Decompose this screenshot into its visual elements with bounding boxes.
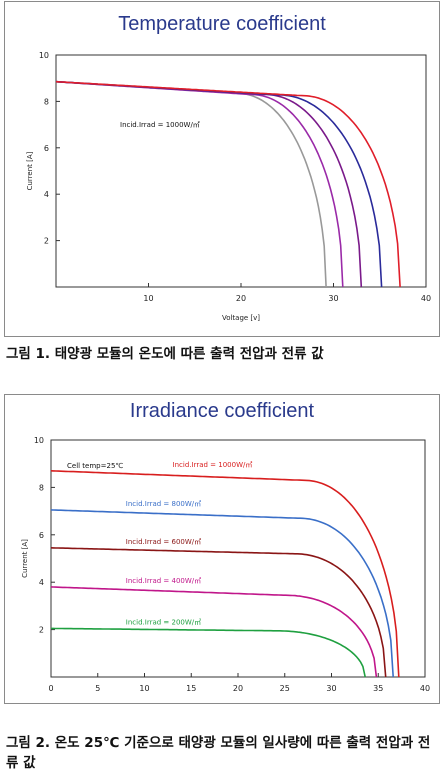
x-tick-label: 40: [420, 684, 430, 693]
chart-title: Irradiance coefficient: [130, 400, 315, 422]
series-line-1: [50, 470, 400, 678]
chart-2-svg: Irradiance coefficient 2 4 6 8 10 0 5 10 15 20 25 30…: [21, 400, 430, 693]
y-tick-label: 4: [39, 578, 44, 587]
x-tick-label: 30: [328, 294, 338, 303]
x-tick-label: 10: [143, 294, 153, 303]
figure-2-caption: 그림 2. 온도 25℃ 기준으로 태양광 모듈의 일사량에 따른 출력 전압과…: [6, 735, 431, 771]
chart-1-svg: Temperature coefficient 2 4 6 8 10 10 20 30 40 Vol…: [26, 13, 431, 322]
annotation-irradiance: Incid.Irrad = 1000W/㎡: [120, 121, 200, 129]
plot-area-frame: [50, 439, 426, 678]
y-tick-label: 10: [39, 51, 49, 60]
annotation-cell-temp: Cell temp=25℃: [67, 462, 123, 470]
y-tick-label: 4: [44, 190, 49, 199]
series-line-3: [50, 547, 387, 678]
x-tick-label: 5: [95, 684, 100, 693]
x-tick-label: 35: [373, 684, 383, 693]
x-tick-label: 40: [421, 294, 431, 303]
y-tick-label: 6: [39, 531, 44, 540]
figure-1-caption: 그림 1. 태양광 모듈의 온도에 따른 출력 전압과 전류 값: [6, 346, 324, 362]
series-line-5: [55, 80, 401, 288]
x-tick-label: 0: [48, 684, 53, 693]
series-line-2: [50, 509, 394, 678]
series-label-5: Incid.Irrad = 200W/㎡: [126, 618, 201, 626]
series-line-4: [50, 586, 378, 678]
x-tick-label: 25: [280, 684, 290, 693]
y-tick-label: 2: [44, 237, 49, 246]
y-tick-label: 8: [39, 483, 44, 492]
series-label-3: Incid.Irrad = 600W/㎡: [126, 538, 201, 546]
y-tick-label: 10: [34, 436, 44, 445]
y-axis-label: Current [A]: [21, 539, 29, 578]
series-label-1: Incid.Irrad = 1000W/㎡: [173, 461, 253, 469]
x-tick-label: 15: [186, 684, 196, 693]
x-tick-label: 20: [236, 294, 246, 303]
y-tick-label: 2: [39, 626, 44, 635]
temperature-coefficient-chart: Temperature coefficient 2 4 6 8 10 10 20 30 40 Vol…: [4, 1, 440, 337]
series-line-5: [51, 627, 366, 678]
x-tick-label: 10: [139, 684, 149, 693]
x-tick-label: 20: [233, 684, 243, 693]
irradiance-coefficient-chart: Irradiance coefficient 2 4 6 8 10 0 5 10 15 20 25 30…: [4, 394, 440, 704]
series-label-2: Incid.Irrad = 800W/㎡: [126, 500, 201, 508]
chart-title: Temperature coefficient: [118, 13, 326, 35]
x-axis-label: Voltage [v]: [222, 314, 260, 322]
series-label-4: Incid.Irrad = 400W/㎡: [126, 577, 201, 585]
plot-area-frame: [55, 54, 427, 288]
x-tick-label: 30: [326, 684, 336, 693]
y-tick-label: 6: [44, 144, 49, 153]
y-axis-label: Current [A]: [26, 151, 34, 190]
y-tick-label: 8: [44, 97, 49, 106]
